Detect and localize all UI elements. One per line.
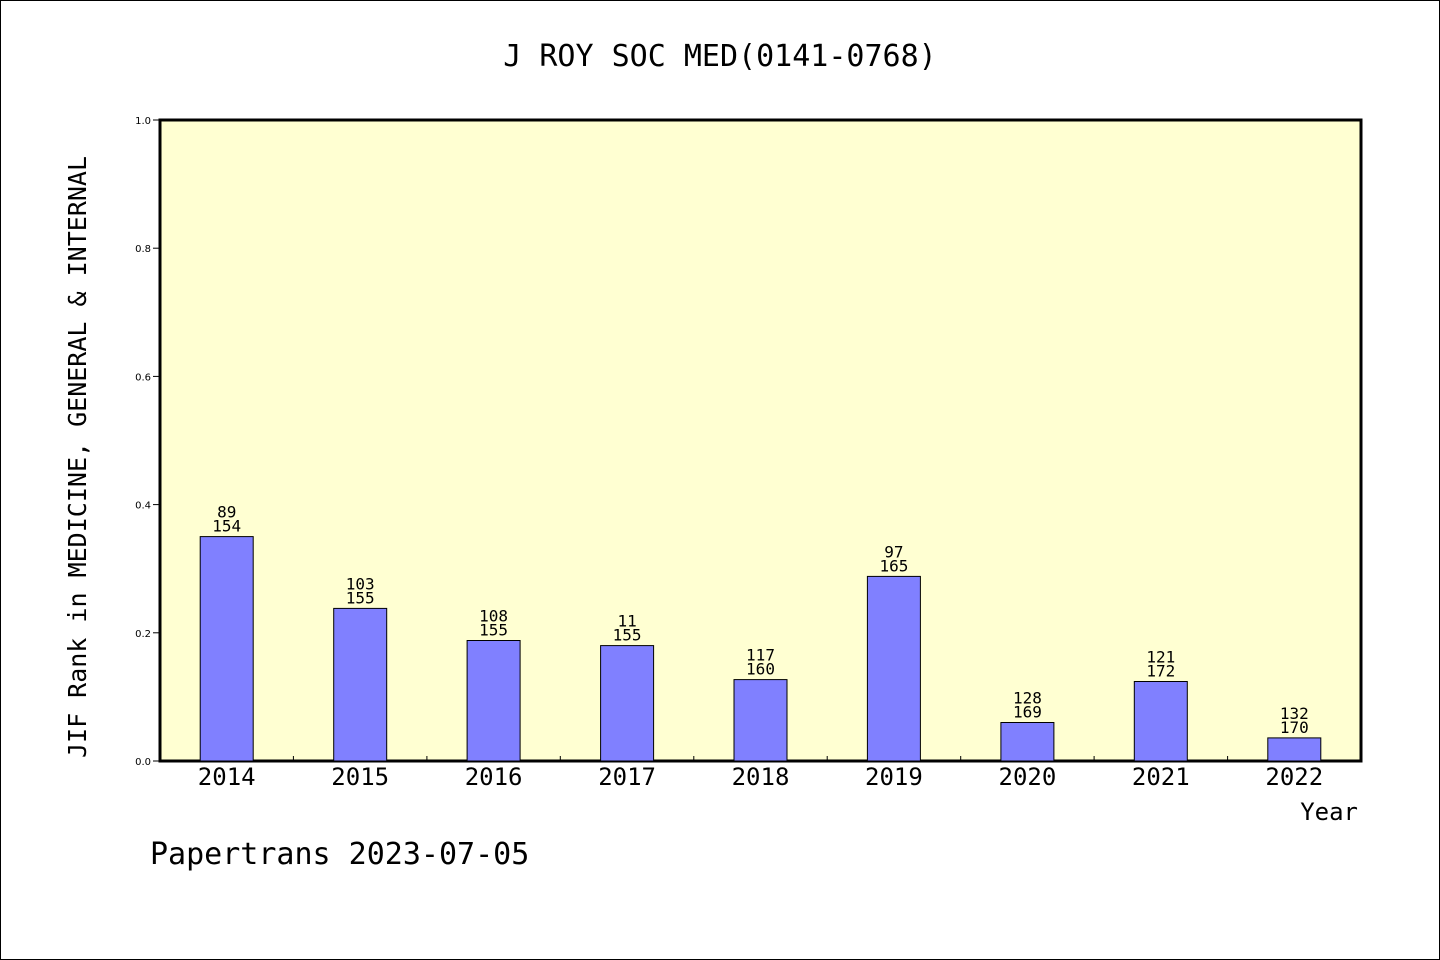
y-axis: 0.0 0.2 0.4 0.6 0.8 1.0 xyxy=(135,116,160,768)
x-tick-label-2019: 2019 xyxy=(865,763,923,791)
x-axis-label: Year xyxy=(1300,798,1358,826)
y-tick-label-0.4: 0.4 xyxy=(135,501,151,512)
bar-label-bottom-2016: 155 xyxy=(479,621,508,640)
x-tick-label-2016: 2016 xyxy=(465,763,523,791)
bar-2015 xyxy=(333,607,388,762)
bar-label-top-2020: 128 xyxy=(1013,689,1042,708)
bar-label-bottom-2014: 154 xyxy=(212,517,241,536)
bar-label-bottom-2018: 160 xyxy=(746,660,775,679)
bar-2017 xyxy=(600,645,655,762)
bar-label-top-2019: 97 xyxy=(884,542,903,561)
bar-label-bottom-2017: 155 xyxy=(613,626,642,645)
bar-label-bottom-2022: 170 xyxy=(1280,718,1309,737)
bar-2016 xyxy=(466,640,521,762)
bar-label-bottom-2020: 169 xyxy=(1013,703,1042,722)
bar-label-top-2018: 117 xyxy=(746,646,775,665)
y-axis-label: JIF Rank in MEDICINE, GENERAL & INTERNAL xyxy=(63,156,92,758)
x-tick-label-2022: 2022 xyxy=(1265,763,1323,791)
footer-text: Papertrans 2023-07-05 xyxy=(150,837,529,872)
x-tick-label-2017: 2017 xyxy=(598,763,656,791)
x-axis: 2014 2015 2016 2017 2018 2019 2020 2021 2022 xyxy=(198,756,1323,791)
bar-label-top-2016: 108 xyxy=(479,607,508,626)
bar-label-top-2017: 11 xyxy=(617,612,636,631)
bar-2018 xyxy=(733,679,788,762)
bar-2020 xyxy=(1000,722,1055,762)
y-tick-label-0.0: 0.0 xyxy=(135,757,151,768)
y-tick-label-1.0: 1.0 xyxy=(135,116,151,127)
bar-label-top-2014: 89 xyxy=(217,503,236,522)
x-tick-label-2020: 2020 xyxy=(999,763,1057,791)
y-tick-label-0.8: 0.8 xyxy=(135,244,151,255)
bar-2021 xyxy=(1133,681,1188,762)
bar-label-bottom-2015: 155 xyxy=(346,588,375,607)
bar-2022 xyxy=(1267,737,1322,762)
y-tick-label-0.2: 0.2 xyxy=(135,629,151,640)
bar-label-top-2015: 103 xyxy=(346,574,375,593)
x-tick-label-2014: 2014 xyxy=(198,763,256,791)
y-tick-label-0.6: 0.6 xyxy=(135,372,151,383)
bar-label-top-2021: 121 xyxy=(1146,648,1175,667)
bar-label-top-2022: 132 xyxy=(1280,704,1309,723)
x-tick-label-2015: 2015 xyxy=(331,763,389,791)
x-tick-label-2018: 2018 xyxy=(732,763,790,791)
bar-2014 xyxy=(199,536,254,762)
bar-label-bottom-2021: 172 xyxy=(1146,662,1175,681)
bar-label-bottom-2019: 165 xyxy=(879,556,908,575)
bar-2019 xyxy=(866,575,921,762)
chart-title: J ROY SOC MED(0141-0768) xyxy=(503,39,936,74)
x-tick-label-2021: 2021 xyxy=(1132,763,1190,791)
